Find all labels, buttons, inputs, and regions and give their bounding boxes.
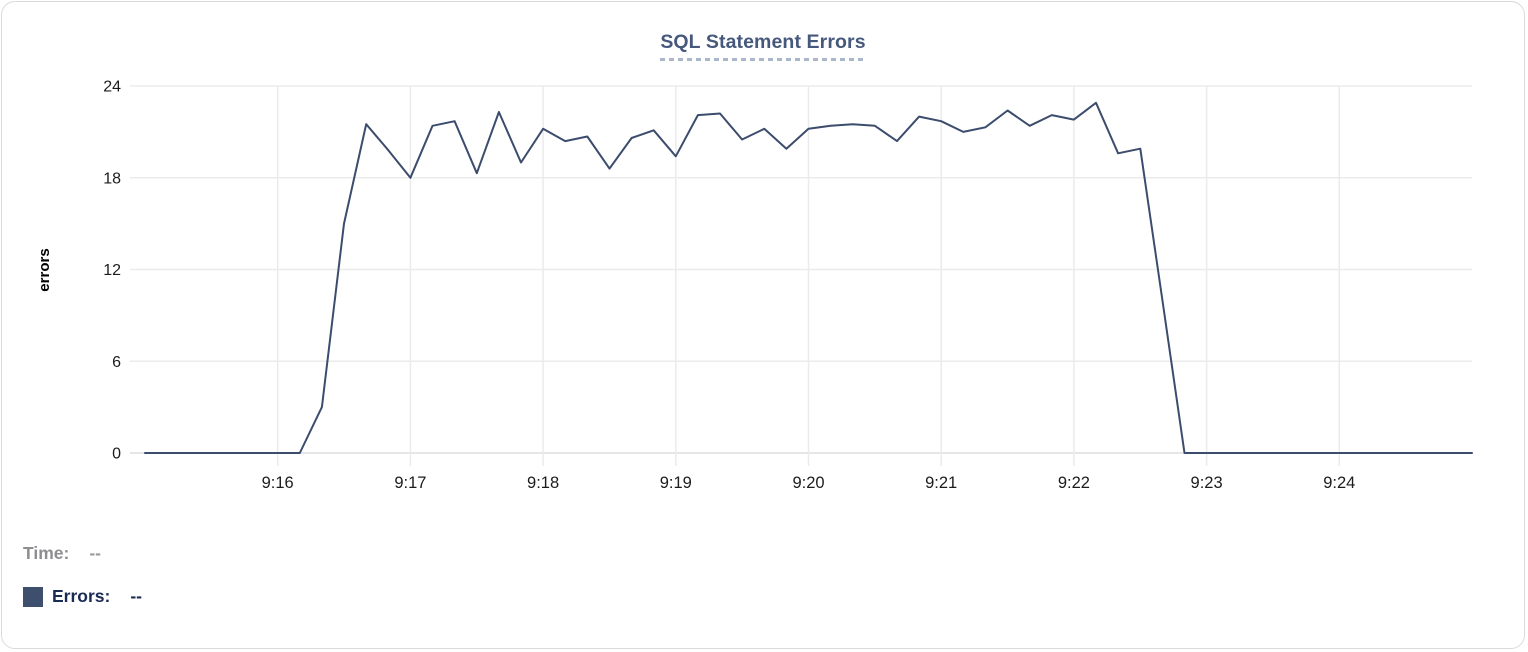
chart-title[interactable]: SQL Statement Errors	[660, 31, 866, 53]
y-axis-label: errors	[36, 248, 53, 291]
y-tick-label: 18	[103, 170, 121, 187]
tooltip-time-label: Time:	[23, 543, 70, 563]
x-tick-label: 9:17	[394, 474, 426, 492]
y-tick-label: 0	[112, 446, 121, 463]
series-line-errors	[144, 101, 1473, 454]
errors-line-chart[interactable]: errors 0 6 12 18 24 9:16 9:17 9:18 9:19 9:20 9:21 9…	[2, 2, 1525, 510]
y-tick-label: 12	[103, 262, 121, 279]
title-underline	[660, 58, 866, 61]
errors-series-swatch-icon	[23, 586, 43, 607]
tooltip-errors-row: Errors: --	[23, 586, 142, 607]
x-tick-label: 9:23	[1191, 474, 1223, 492]
x-tick-label: 9:18	[527, 474, 559, 492]
tooltip-errors-value: --	[130, 586, 143, 606]
x-tick-label: 9:24	[1323, 474, 1355, 492]
x-tick-label: 9:16	[262, 474, 294, 492]
x-tick-label: 9:20	[792, 474, 824, 492]
y-tick-label: 24	[103, 79, 121, 96]
tooltip-errors-label: Errors:	[52, 586, 111, 606]
chart-title-wrap: SQL Statement Errors	[2, 31, 1524, 61]
x-tick-label: 9:22	[1058, 474, 1090, 492]
tooltip-time-value: --	[89, 543, 102, 563]
chart-title-block: SQL Statement Errors	[660, 31, 866, 61]
y-tick-label: 6	[112, 354, 121, 371]
x-tick-label: 9:19	[660, 474, 692, 492]
x-tick-label: 9:21	[925, 474, 957, 492]
tooltip-time-row: Time: --	[23, 543, 101, 564]
